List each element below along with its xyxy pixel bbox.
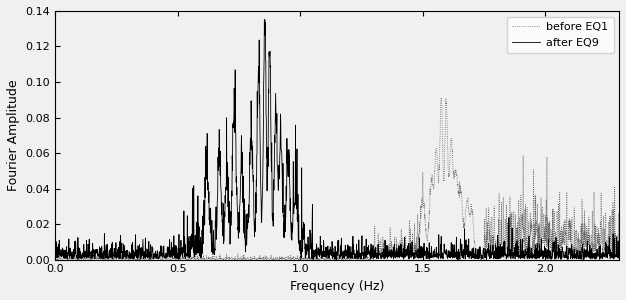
before EQ1 bbox=[51, 258, 59, 261]
before EQ1 bbox=[438, 96, 445, 99]
X-axis label: Frequency (Hz): Frequency (Hz) bbox=[290, 280, 384, 293]
Line: after EQ9: after EQ9 bbox=[55, 20, 619, 260]
Legend: before EQ1, after EQ9: before EQ1, after EQ9 bbox=[507, 16, 613, 53]
before EQ1 bbox=[137, 258, 145, 261]
Line: before EQ1: before EQ1 bbox=[55, 98, 619, 260]
before EQ1 bbox=[244, 256, 252, 260]
before EQ1 bbox=[523, 248, 531, 251]
Y-axis label: Fourier Amplitude: Fourier Amplitude bbox=[7, 80, 20, 191]
after EQ9 bbox=[260, 18, 268, 22]
before EQ1 bbox=[367, 257, 374, 261]
after EQ9 bbox=[354, 257, 362, 260]
after EQ9 bbox=[244, 227, 251, 230]
after EQ9 bbox=[523, 254, 531, 258]
after EQ9 bbox=[485, 251, 492, 254]
after EQ9 bbox=[51, 250, 59, 253]
after EQ9 bbox=[615, 252, 623, 256]
before EQ1 bbox=[485, 222, 492, 226]
after EQ9 bbox=[332, 258, 340, 261]
before EQ1 bbox=[130, 257, 137, 261]
before EQ1 bbox=[354, 257, 362, 261]
after EQ9 bbox=[367, 256, 374, 259]
before EQ1 bbox=[615, 246, 623, 250]
after EQ9 bbox=[130, 249, 137, 252]
